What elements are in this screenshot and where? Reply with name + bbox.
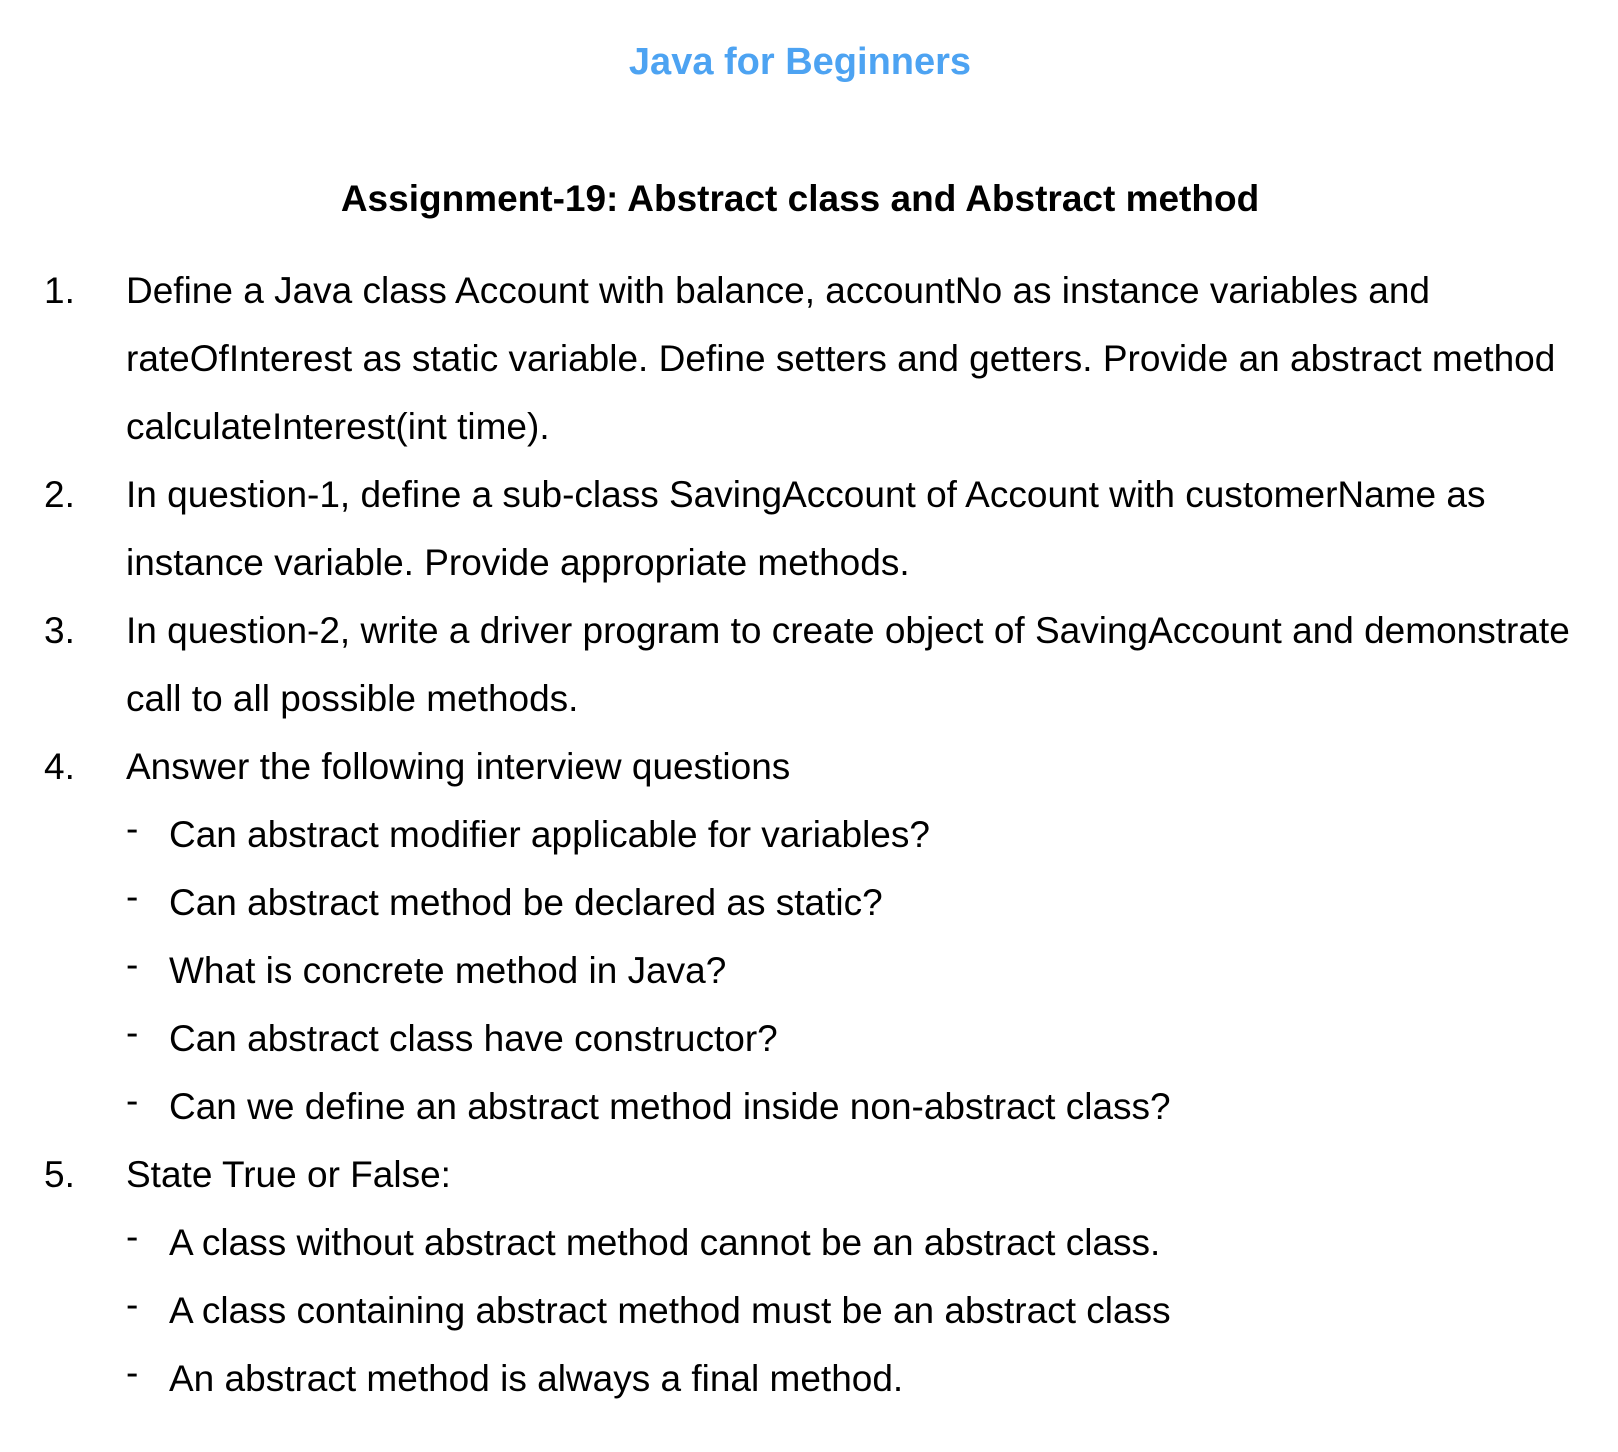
question-4: 4. Answer the following interview questi… [0, 733, 1606, 801]
dash-bullet: - [126, 808, 139, 849]
question-number: 4. [44, 746, 75, 787]
sub-question-text: Can abstract method be declared as stati… [169, 882, 883, 923]
sub-question-text: What is concrete method in Java? [169, 950, 727, 991]
sub-question: - Can we define an abstract method insid… [0, 1073, 1618, 1141]
question-list: 1. Define a Java class Account with bala… [0, 257, 1618, 1413]
sub-question-text: An abstract method is always a final met… [169, 1358, 904, 1399]
question-3: 3. In question-2, write a driver program… [0, 597, 1606, 733]
question-text: In question-2, write a driver program to… [126, 610, 1570, 719]
sub-question: - Can abstract modifier applicable for v… [0, 801, 1618, 869]
dash-bullet: - [126, 876, 139, 917]
sub-question: - A class containing abstract method mus… [0, 1277, 1618, 1345]
sub-question-text: A class without abstract method cannot b… [169, 1222, 1161, 1263]
assignment-heading: Assignment-19: Abstract class and Abstra… [340, 178, 1260, 219]
sub-question: - Can abstract class have constructor? [0, 1005, 1618, 1073]
sub-question-text: A class containing abstract method must … [169, 1290, 1171, 1331]
dash-bullet: - [126, 1284, 139, 1325]
question-text: State True or False: [126, 1154, 451, 1195]
question-number: 3. [44, 610, 75, 651]
sub-question: - An abstract method is always a final m… [0, 1345, 1618, 1413]
sub-question-text: Can we define an abstract method inside … [169, 1086, 1171, 1127]
question-text: In question-1, define a sub-class Saving… [126, 474, 1486, 583]
question-text: Define a Java class Account with balance… [126, 270, 1556, 447]
question-5: 5. State True or False: [0, 1141, 1606, 1209]
sub-question-text: Can abstract modifier applicable for var… [169, 814, 930, 855]
document-title: Java for Beginners [628, 41, 972, 83]
sub-question: - Can abstract method be declared as sta… [0, 869, 1618, 937]
sub-question-text: Can abstract class have constructor? [169, 1018, 778, 1059]
question-number: 1. [44, 270, 75, 311]
dash-bullet: - [126, 1080, 139, 1121]
sub-question: - A class without abstract method cannot… [0, 1209, 1618, 1277]
question-number: 2. [44, 474, 75, 515]
sub-question: - What is concrete method in Java? [0, 937, 1618, 1005]
dash-bullet: - [126, 1352, 139, 1393]
question-1: 1. Define a Java class Account with bala… [0, 257, 1606, 461]
dash-bullet: - [126, 1012, 139, 1053]
dash-bullet: - [126, 944, 139, 985]
dash-bullet: - [126, 1216, 139, 1257]
question-2: 2. In question-1, define a sub-class Sav… [0, 461, 1606, 597]
question-text: Answer the following interview questions [126, 746, 791, 787]
question-number: 5. [44, 1154, 75, 1195]
